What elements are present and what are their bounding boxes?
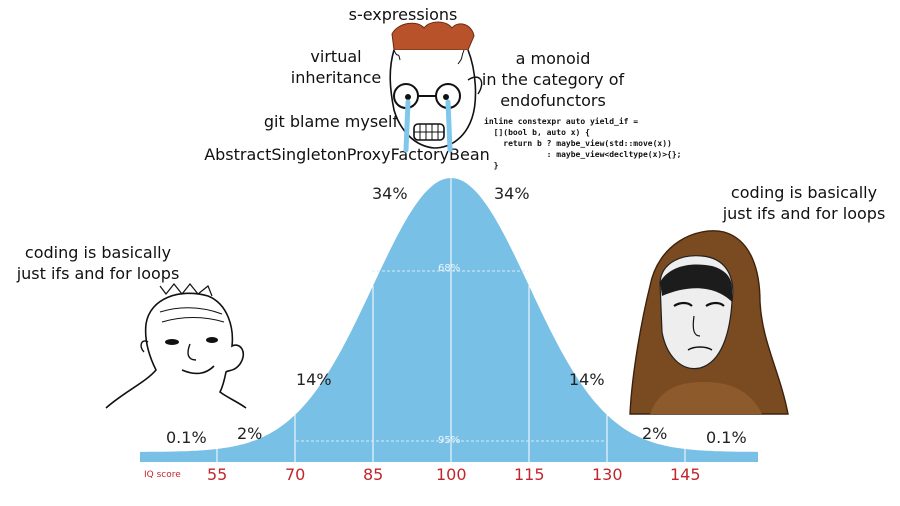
code-snippet: inline constexpr auto yield_if = [](bool… xyxy=(484,117,682,170)
wojak-smug-icon xyxy=(105,283,247,409)
inner-label-68: 68% xyxy=(438,263,461,274)
inner-label-95: 95% xyxy=(438,435,461,446)
x-tick-label: 130 xyxy=(592,465,623,484)
sd-lines xyxy=(216,178,686,462)
label-factory-bean: AbstractSingletonProxyFactoryBean xyxy=(204,145,490,164)
x-tick-label: 70 xyxy=(285,465,306,484)
pct-far-left: 0.1% xyxy=(166,428,207,447)
pct-far-right: 0.1% xyxy=(706,428,747,447)
bell-curve-area xyxy=(140,178,758,452)
label-virtual-inheritance: virtual inheritance xyxy=(290,47,382,87)
pct-left-mid: 14% xyxy=(296,370,332,389)
pct-left-center: 34% xyxy=(372,184,408,203)
x-tick-label: 55 xyxy=(207,465,228,484)
label-s-expressions: s-expressions xyxy=(348,5,458,24)
wojak-crying-icon xyxy=(389,21,483,153)
right-caption: coding is basically just ifs and for loo… xyxy=(722,183,886,223)
x-tick-label: 145 xyxy=(670,465,701,484)
axis-label: IQ score xyxy=(144,470,181,480)
left-caption: coding is basically just ifs and for loo… xyxy=(16,243,180,283)
label-monoid: a monoid in the category of endofunctors xyxy=(481,49,625,110)
axis-strip xyxy=(140,452,758,462)
x-tick-label: 100 xyxy=(436,465,467,484)
label-git-blame: git blame myself xyxy=(263,112,399,131)
pct-right-center: 34% xyxy=(494,184,530,203)
pct-left-outer: 2% xyxy=(237,424,263,443)
x-tick-label: 115 xyxy=(514,465,545,484)
hooded-monk-icon xyxy=(629,230,789,415)
pct-right-mid: 14% xyxy=(569,370,605,389)
pct-right-outer: 2% xyxy=(642,424,668,443)
x-tick-label: 85 xyxy=(363,465,384,484)
